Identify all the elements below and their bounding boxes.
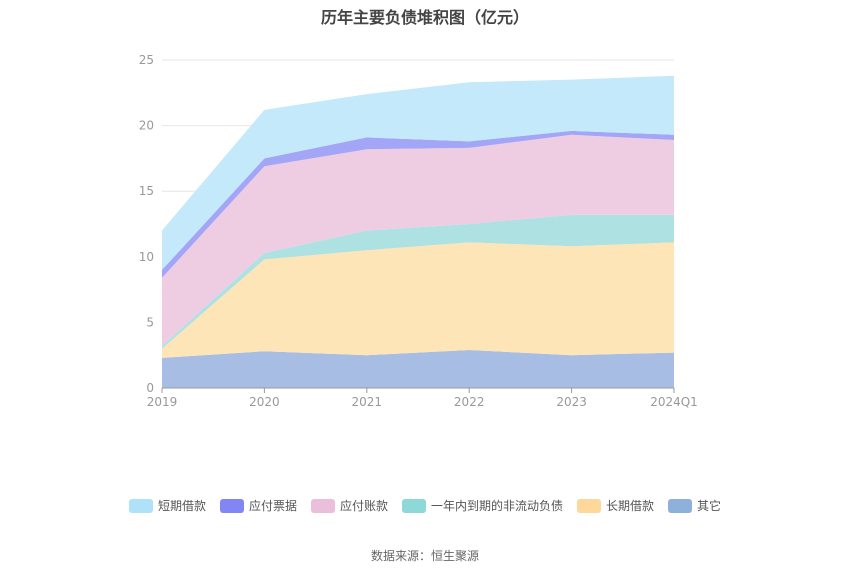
x-tick-label: 2024Q1 xyxy=(650,395,698,409)
y-tick-label: 20 xyxy=(139,119,154,133)
legend-label: 长期借款 xyxy=(606,499,655,513)
x-tick-label: 2021 xyxy=(352,395,383,409)
source-text: 数据来源：恒生聚源 xyxy=(370,549,479,563)
legend-item[interactable]: 一年内到期的非流动负债 xyxy=(402,497,563,514)
legend-item[interactable]: 其它 xyxy=(668,497,721,514)
legend-item[interactable]: 短期借款 xyxy=(128,497,206,514)
legend-label: 短期借款 xyxy=(157,499,206,513)
legend-swatch xyxy=(402,498,426,513)
y-tick-label: 25 xyxy=(139,53,154,67)
chart-title: 历年主要负债堆积图（亿元） xyxy=(320,8,529,27)
x-tick-label: 2022 xyxy=(454,395,485,409)
legend-label: 应付票据 xyxy=(248,499,297,513)
y-tick-label: 0 xyxy=(146,381,154,395)
legend-item[interactable]: 应付账款 xyxy=(310,497,388,514)
legend-item[interactable]: 长期借款 xyxy=(577,497,654,514)
area-series xyxy=(162,242,674,358)
area-series xyxy=(162,134,674,347)
legend-label: 一年内到期的非流动负债 xyxy=(431,499,564,513)
x-tick-label: 2023 xyxy=(556,395,587,409)
legend-swatch xyxy=(219,498,244,513)
legend-label: 应付账款 xyxy=(339,499,388,513)
area-series xyxy=(162,75,674,270)
legend: 短期借款 应付票据 应付账款 一年内到期的非流动负债 长期借款 其它 xyxy=(0,497,850,514)
legend-swatch xyxy=(668,498,693,513)
x-tick-label: 2020 xyxy=(249,395,280,409)
legend-label: 其它 xyxy=(697,499,722,513)
legend-swatch xyxy=(310,498,335,513)
y-tick-label: 10 xyxy=(139,250,154,264)
area-series xyxy=(162,214,674,349)
legend-item[interactable]: 应付票据 xyxy=(219,497,297,514)
y-tick-label: 15 xyxy=(139,184,154,198)
x-tick-label: 2019 xyxy=(147,395,178,409)
stacked-area-plot: 0 5 10 15 20 25 2019 2020 2021 2022 2023 2024Q1 xyxy=(139,53,698,409)
legend-swatch xyxy=(577,498,602,513)
y-tick-label: 5 xyxy=(146,315,154,329)
area-series xyxy=(162,349,674,388)
legend-swatch xyxy=(128,498,153,513)
